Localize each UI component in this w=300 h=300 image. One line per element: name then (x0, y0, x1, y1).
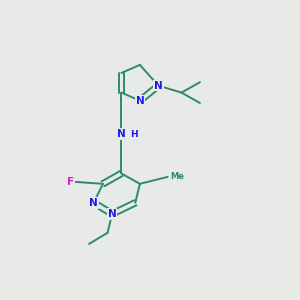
Text: F: F (67, 176, 74, 187)
Text: Me: Me (170, 172, 184, 182)
Text: N: N (117, 129, 126, 139)
Text: H: H (130, 130, 138, 139)
Text: N: N (136, 96, 144, 106)
Text: N: N (108, 209, 116, 219)
Text: N: N (89, 198, 98, 208)
Text: N: N (154, 81, 163, 91)
